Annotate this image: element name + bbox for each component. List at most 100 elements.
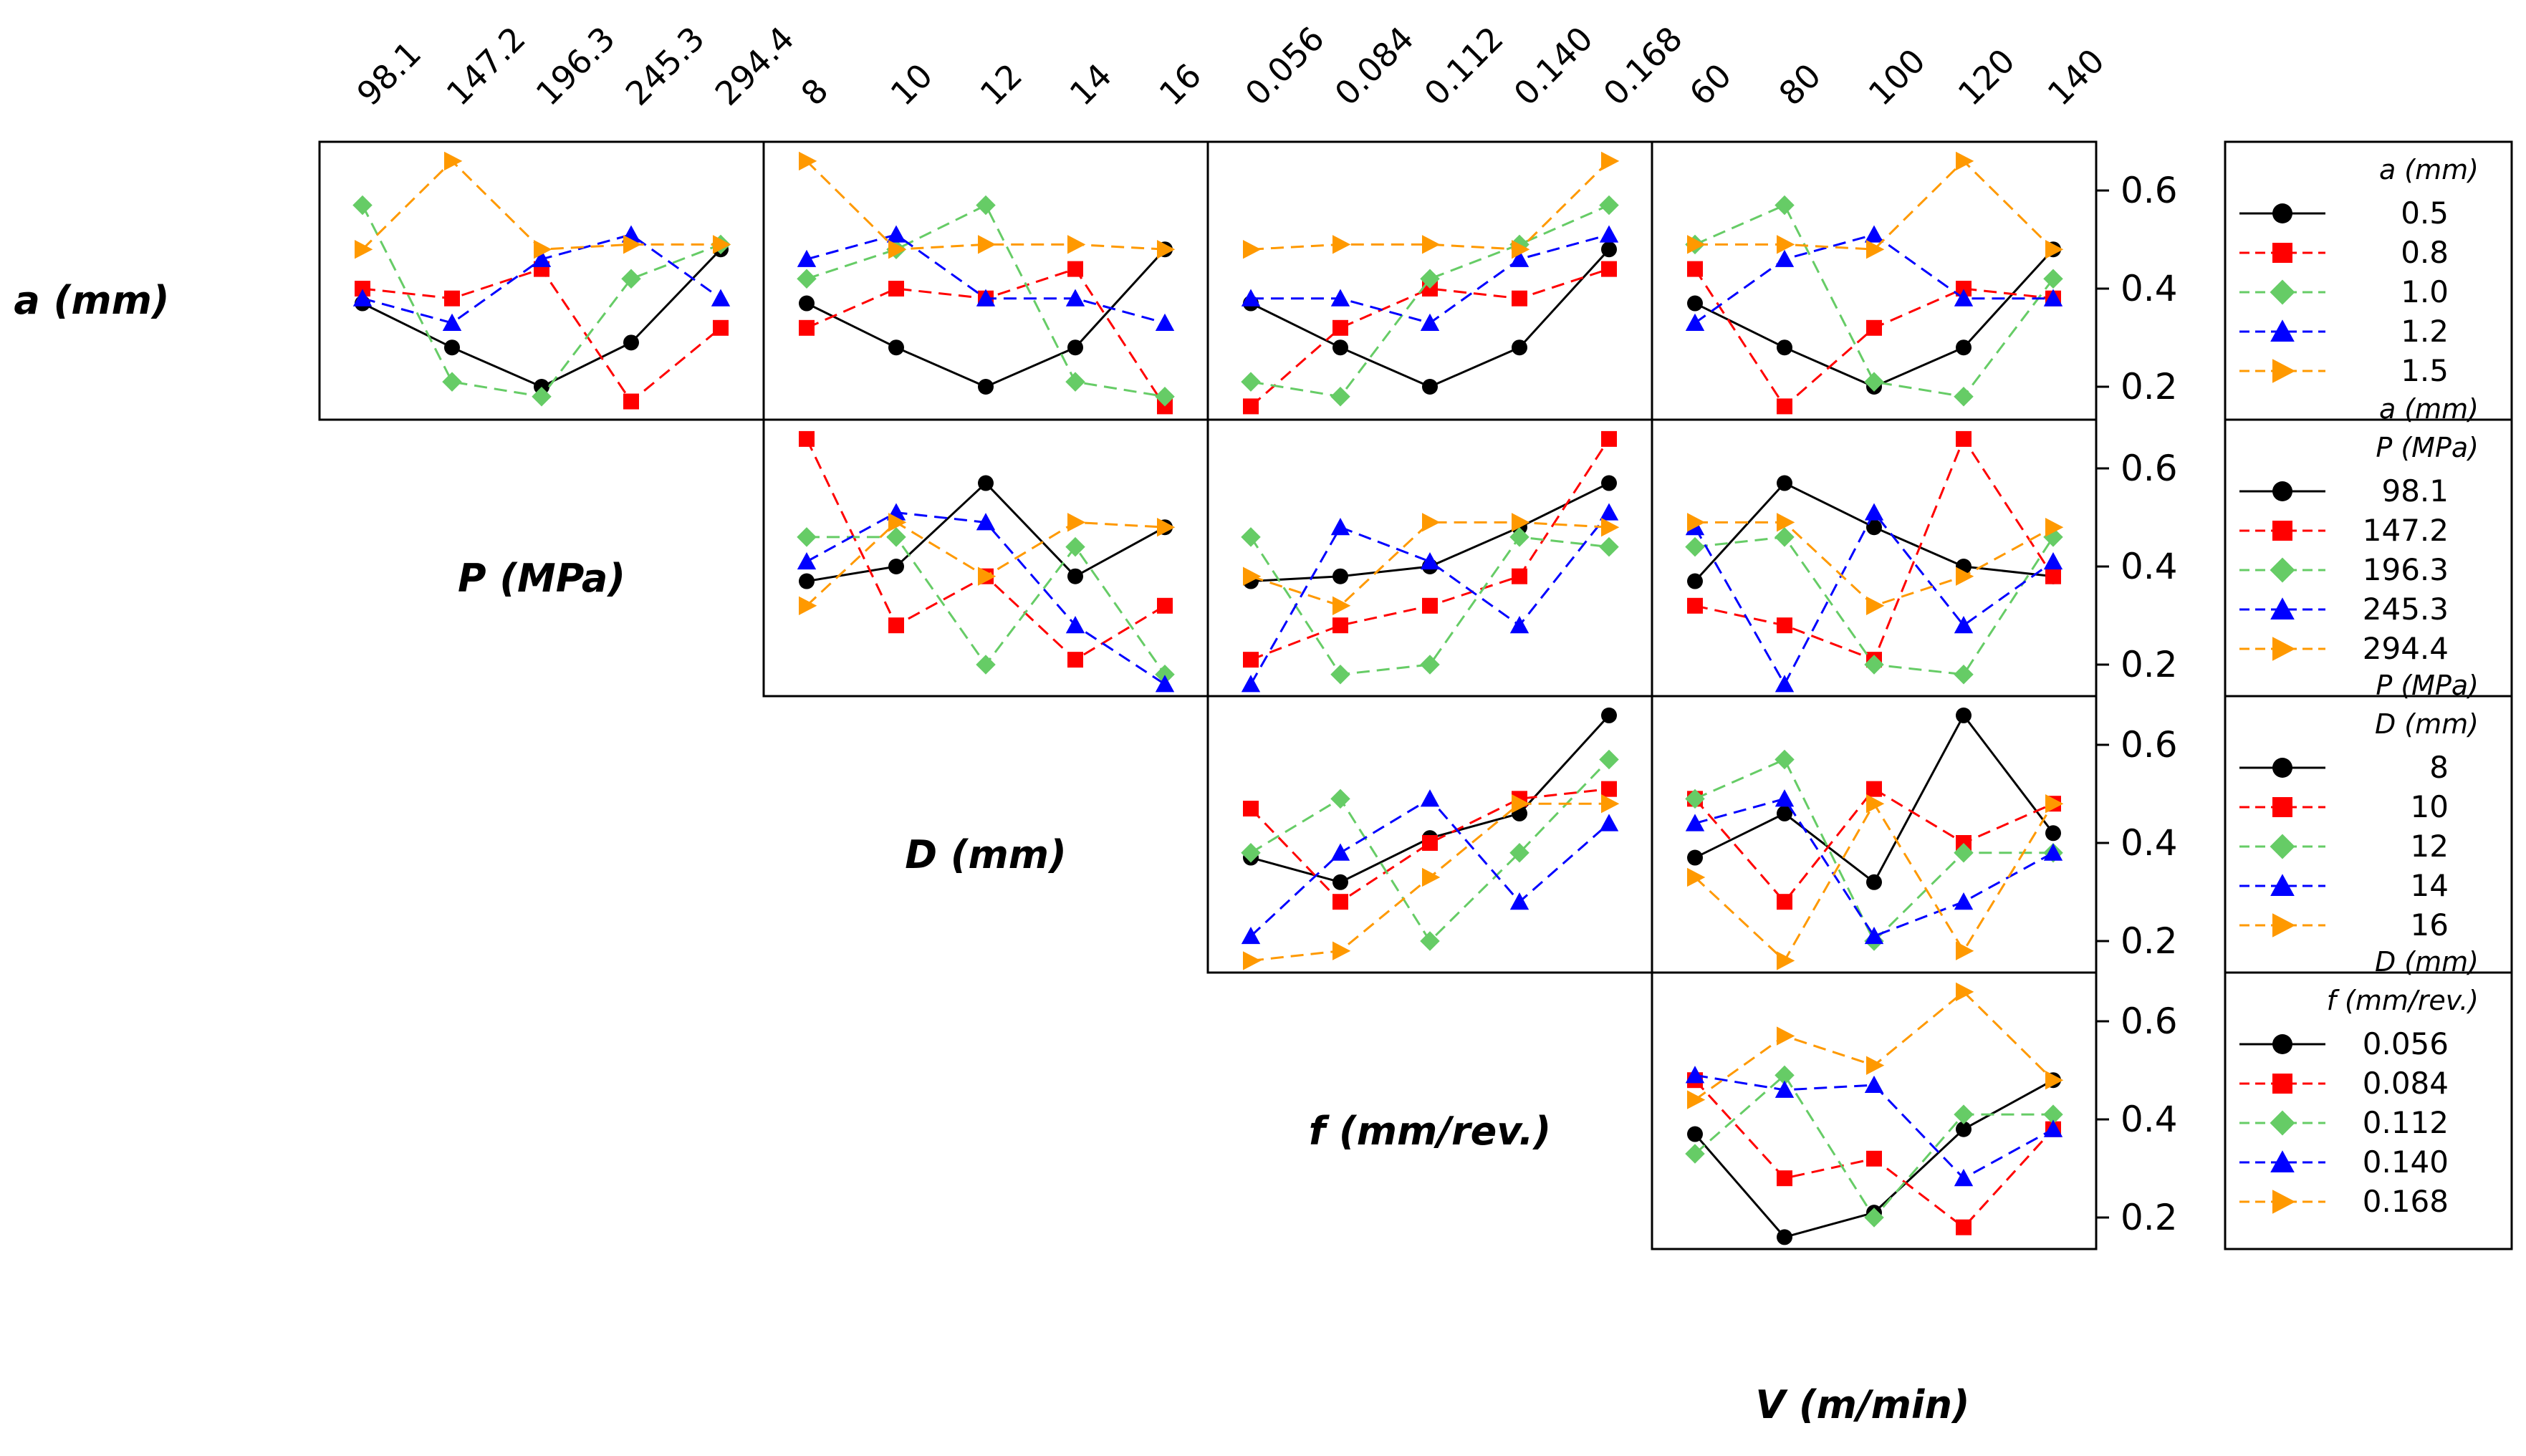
- panel-P-vs-D: [762, 418, 1209, 698]
- data-point-14: [1330, 843, 1350, 861]
- data-point-12: [1330, 789, 1350, 809]
- data-point-12: [1685, 789, 1705, 809]
- data-point-98.1: [1332, 568, 1348, 584]
- data-point-14: [2043, 843, 2063, 861]
- data-point-1.5: [1866, 240, 1885, 259]
- data-point-0.168: [1687, 1090, 1706, 1109]
- legend-marker-0.056: [2272, 1034, 2292, 1054]
- data-point-0.5: [1687, 295, 1703, 312]
- legend-entry-0.168: 0.168: [2363, 1184, 2449, 1219]
- data-point-12: [1954, 842, 1974, 863]
- data-point-196.3: [1864, 655, 1884, 675]
- data-point-1.0: [1775, 195, 1795, 216]
- panel-D-vs-V: [1651, 695, 2098, 974]
- series-line-245.3: [1249, 511, 1610, 685]
- data-point-294.4: [1512, 513, 1530, 532]
- data-point-8: [1332, 874, 1348, 890]
- col-tick-label-P: 196.3: [529, 19, 623, 112]
- data-point-16: [1243, 951, 1262, 970]
- col-tick-label-P: 294.4: [708, 19, 802, 112]
- data-point-245.3: [1155, 675, 1175, 693]
- series-line-12: [1694, 758, 2053, 943]
- data-point-0.140: [1685, 1066, 1705, 1084]
- data-point-294.4: [1422, 513, 1441, 532]
- legend-marker-10: [2272, 797, 2292, 817]
- legend-entry-0.140: 0.140: [2363, 1144, 2449, 1180]
- data-point-0.168: [1956, 982, 1974, 1002]
- data-point-0.5: [1601, 241, 1617, 258]
- col-tick-label-P: 245.3: [618, 19, 712, 112]
- data-point-0.5: [1332, 339, 1348, 356]
- legend-entry-0.5: 0.5: [2401, 196, 2449, 231]
- data-point-245.3: [1954, 616, 1974, 634]
- data-point-16: [1512, 794, 1530, 814]
- data-point-0.5: [444, 339, 460, 356]
- legend-marker-12: [2270, 834, 2295, 859]
- legend-entry-1.0: 1.0: [2401, 274, 2449, 309]
- data-point-0.5: [888, 339, 904, 356]
- data-point-1.2: [1065, 289, 1085, 307]
- data-point-0.056: [1687, 1126, 1703, 1142]
- col-tick-label-P: 147.2: [439, 19, 533, 112]
- legend-entry-0.084: 0.084: [2363, 1066, 2449, 1101]
- data-point-196.3: [797, 527, 817, 547]
- data-point-294.4: [799, 596, 817, 615]
- data-point-1.5: [1067, 235, 1086, 254]
- data-point-1.5: [1512, 240, 1530, 259]
- data-point-12: [1775, 749, 1795, 770]
- data-point-245.3: [1241, 675, 1261, 693]
- y-tick-label: 0.2: [2121, 1197, 2178, 1238]
- panel-frame: [1651, 971, 2098, 1250]
- legend-entry-196.3: 196.3: [2363, 552, 2449, 587]
- data-point-8: [2045, 825, 2061, 842]
- data-point-196.3: [1241, 527, 1261, 547]
- row-label-V: V (m/min): [1755, 1382, 1969, 1427]
- series-line-294.4: [805, 521, 1166, 607]
- data-point-0.5: [1067, 339, 1083, 356]
- data-point-1.0: [1864, 372, 1884, 392]
- data-point-1.0: [1241, 372, 1261, 392]
- data-point-1.2: [976, 289, 996, 307]
- data-point-1.2: [797, 249, 817, 267]
- data-point-0.8: [355, 281, 370, 296]
- data-point-245.3: [797, 551, 817, 570]
- data-point-16: [1332, 941, 1351, 960]
- data-point-14: [1509, 892, 1529, 910]
- legend-entry-0.112: 0.112: [2363, 1105, 2449, 1140]
- data-point-147.2: [799, 430, 815, 447]
- legend-entry-1.5: 1.5: [2401, 353, 2449, 388]
- data-point-10: [1243, 801, 1259, 817]
- data-point-1.0: [442, 372, 462, 392]
- series-line-14: [1694, 797, 2054, 937]
- panel-D-vs-f: [1206, 695, 1653, 974]
- y-tick-label: 0.4: [2121, 546, 2178, 587]
- data-point-1.5: [623, 235, 642, 254]
- data-point-14: [1864, 926, 1884, 945]
- data-point-147.2: [1067, 652, 1083, 668]
- data-point-10: [1866, 781, 1882, 797]
- data-point-196.3: [1685, 536, 1705, 557]
- panel-f-vs-V: [1651, 971, 2098, 1250]
- data-point-196.3: [1155, 664, 1175, 685]
- col-tick-label-f: 0.084: [1327, 19, 1421, 112]
- col-tick-label-D: 12: [973, 56, 1030, 113]
- data-point-10: [1422, 835, 1438, 851]
- data-point-245.3: [1420, 551, 1440, 570]
- data-point-1.5: [2045, 240, 2064, 259]
- legend-marker-14: [2270, 874, 2295, 896]
- data-point-196.3: [886, 527, 906, 547]
- data-point-294.4: [1332, 596, 1351, 615]
- legend-title: P (MPa): [2376, 432, 2479, 463]
- data-point-1.2: [1954, 289, 1974, 307]
- data-point-1.0: [1330, 386, 1350, 407]
- data-point-0.168: [1777, 1026, 1795, 1046]
- data-point-10: [1601, 781, 1617, 797]
- data-point-1.0: [1954, 386, 1974, 407]
- data-point-245.3: [1775, 675, 1795, 693]
- panel-P-vs-V: [1651, 418, 2098, 698]
- data-point-1.0: [1420, 269, 1440, 289]
- col-tick-label-f: 0.056: [1238, 19, 1332, 112]
- data-point-147.2: [1777, 617, 1792, 634]
